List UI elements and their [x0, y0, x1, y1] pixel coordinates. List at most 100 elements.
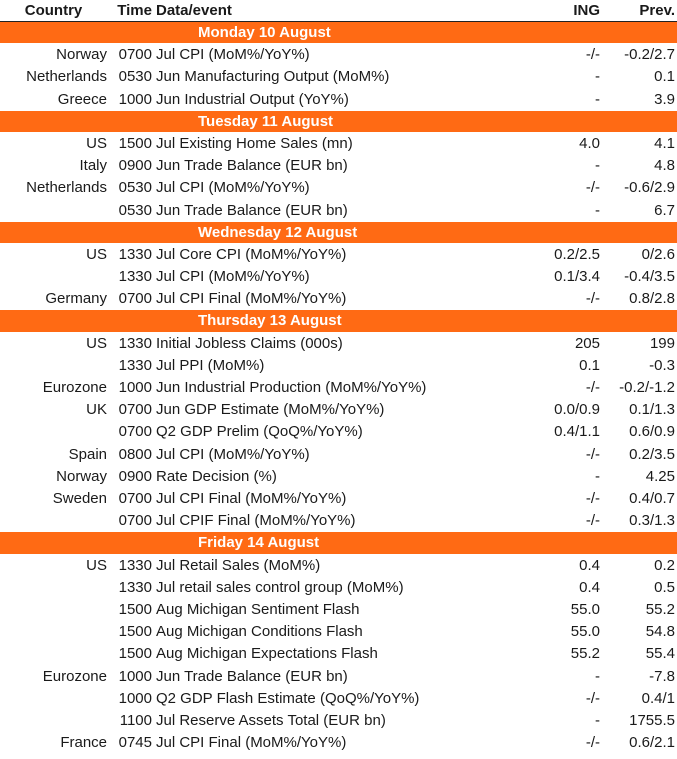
time-cell: 0700 [118, 46, 152, 64]
previous-value-cell: 4.8 [654, 157, 675, 175]
ing-forecast-cell: -/- [585, 734, 600, 752]
day-label: Monday 10 August [198, 24, 331, 41]
day-section-header: Monday 10 August [0, 22, 677, 45]
previous-value-cell: 1755.5 [629, 711, 675, 729]
country-cell: US [86, 245, 107, 263]
ing-forecast-cell: 55.2 [570, 645, 600, 663]
time-cell: 0745 [118, 734, 152, 752]
day-label: Friday 14 August [198, 534, 320, 552]
ing-forecast-cell: -/- [585, 512, 600, 530]
previous-value-cell: -7.8 [649, 667, 675, 685]
time-cell: 1000 [118, 689, 152, 707]
event-cell: Jun Trade Balance (EUR bn) [156, 157, 348, 175]
time-cell: 1000 [118, 667, 152, 685]
previous-value-cell: 0.5 [654, 578, 675, 596]
event-cell: Jul CPI (MoM%/YoY%) [156, 46, 310, 64]
time-cell: 0530 [118, 179, 152, 197]
table-row: 1100 Jul Reserve Assets Total (EUR bn) - 17… [0, 710, 677, 732]
day-section-header: Wednesday 12 August [0, 221, 677, 244]
ing-forecast-cell: 0.4 [579, 578, 600, 596]
country-cell: US [86, 135, 107, 153]
table-row: Greece 1000 Jun Industrial Output (YoY%) - 3… [0, 89, 677, 111]
time-cell: 0900 [118, 157, 152, 175]
time-cell: 0530 [118, 68, 152, 86]
table-row: 0700 Jul CPIF Final (MoM%/YoY%) -/- 0.3/1.3 [0, 510, 677, 533]
previous-value-cell: 4.1 [654, 135, 675, 153]
table-row: 1500 Aug Michigan Sentiment Flash 55.0 55.2 [0, 599, 677, 622]
event-cell: Jul Retail Sales (MoM%) [156, 556, 321, 574]
previous-value-cell: 0.6/0.9 [629, 423, 675, 441]
previous-value-cell: 0.3/1.3 [629, 512, 675, 530]
table-row: 1500 Aug Michigan Expectations Flash 55.2 5… [0, 643, 677, 666]
ing-forecast-cell: 0.1 [579, 356, 600, 374]
event-cell: Jul CPI (MoM%/YoY%) [156, 445, 310, 463]
table-row: 1330 Jul CPI (MoM%/YoY%) 0.1/3.4 -0.4/3.5 [0, 266, 677, 289]
time-cell: 1330 [118, 556, 152, 574]
ing-forecast-cell: -/- [585, 290, 600, 308]
event-cell: Q2 GDP Prelim (QoQ%/YoY%) [156, 423, 363, 441]
ing-forecast-cell: - [595, 711, 600, 729]
country-cell: Sweden [52, 490, 107, 508]
time-cell: 1330 [118, 334, 152, 352]
time-cell: 1500 [118, 623, 152, 641]
previous-value-cell: -0.3 [649, 356, 675, 374]
table-row: US 1330 Jul Core CPI (MoM%/YoY%) 0.2/2.5 0/2… [0, 244, 677, 267]
time-cell: 1100 [119, 711, 152, 729]
header-event: Data/event [156, 2, 232, 19]
event-cell: Jul CPIF Final (MoM%/YoY%) [156, 512, 356, 530]
header-country: Country [24, 2, 83, 19]
event-cell: Jun Trade Balance (EUR bn) [156, 667, 348, 685]
ing-forecast-cell: 55.0 [570, 623, 600, 641]
ing-forecast-cell: 0.4 [579, 556, 600, 574]
previous-value-cell: 0.4/1 [641, 689, 675, 707]
time-cell: 1500 [118, 645, 152, 663]
event-cell: Jul CPI (MoM%/YoY%) [156, 268, 310, 286]
country-cell: Spain [68, 445, 107, 463]
ing-forecast-cell: - [595, 201, 600, 219]
time-cell: 1500 [118, 135, 152, 153]
ing-forecast-cell: -/- [585, 379, 600, 397]
ing-forecast-cell: -/- [585, 490, 600, 508]
time-cell: 1330 [118, 356, 152, 374]
header-prev: Prev. [639, 2, 675, 19]
table-row: France 0745 Jul CPI Final (MoM%/YoY%) -/- 0.… [0, 732, 677, 755]
ing-forecast-cell: - [595, 157, 600, 175]
table-row: Netherlands 0530 Jun Manufacturing Output … [0, 66, 677, 89]
table-row: 1330 Jul PPI (MoM%) 0.1 -0.3 [0, 355, 677, 377]
ing-forecast-cell: - [595, 667, 600, 685]
event-cell: Jun Industrial Production (MoM%/YoY%) [156, 379, 427, 397]
previous-value-cell: -0.6/2.9 [624, 179, 675, 197]
time-cell: 1500 [118, 600, 152, 618]
time-cell: 0700 [118, 290, 152, 308]
country-cell: US [86, 556, 107, 574]
event-cell: Jul CPI Final (MoM%/YoY%) [156, 734, 347, 752]
country-cell: Greece [57, 90, 107, 108]
table-row: Netherlands 0530 Jul CPI (MoM%/YoY%) -/- -0.… [0, 177, 677, 200]
table-row: Germany 0700 Jul CPI Final (MoM%/YoY%) -/- 0… [0, 288, 677, 311]
country-cell: Eurozone [42, 379, 107, 397]
time-cell: 0700 [118, 490, 152, 508]
previous-value-cell: 0.1/1.3 [629, 401, 675, 419]
ing-forecast-cell: 0.0/0.9 [554, 401, 600, 419]
event-cell: Jul Existing Home Sales (mn) [156, 135, 353, 153]
table-row: 1000 Q2 GDP Flash Estimate (QoQ%/YoY%) -/-… [0, 688, 677, 710]
ing-forecast-cell: - [595, 90, 600, 108]
event-cell: Initial Jobless Claims (000s) [156, 334, 343, 352]
event-cell: Jul Core CPI (MoM%/YoY%) [156, 245, 347, 263]
ing-forecast-cell: -/- [585, 46, 600, 64]
previous-value-cell: -0.2/-1.2 [619, 379, 675, 397]
previous-value-cell: 4.25 [645, 467, 675, 485]
previous-value-cell: 0.8/2.8 [629, 290, 675, 308]
day-section-header: Thursday 13 August [0, 310, 677, 333]
table-row: Norway 0700 Jul CPI (MoM%/YoY%) -/- -0.2/2.7 [0, 44, 677, 67]
ing-forecast-cell: 0.4/1.1 [554, 423, 600, 441]
time-cell: 1330 [118, 245, 152, 263]
ing-forecast-cell: 4.0 [579, 135, 600, 153]
event-cell: Jun GDP Estimate (MoM%/YoY%) [156, 401, 385, 419]
table-body: Monday 10 August Norway 0700 Jul CPI (MoM%/… [0, 22, 677, 755]
table-row: US 1500 Jul Existing Home Sales (mn) 4.0 4.1 [0, 133, 677, 156]
table-row: US 1330 Jul Retail Sales (MoM%) 0.4 0.2 [0, 555, 677, 577]
previous-value-cell: 0.6/2.1 [629, 734, 675, 752]
event-cell: Jul PPI (MoM%) [156, 356, 265, 374]
event-cell: Jul CPI Final (MoM%/YoY%) [156, 290, 347, 308]
